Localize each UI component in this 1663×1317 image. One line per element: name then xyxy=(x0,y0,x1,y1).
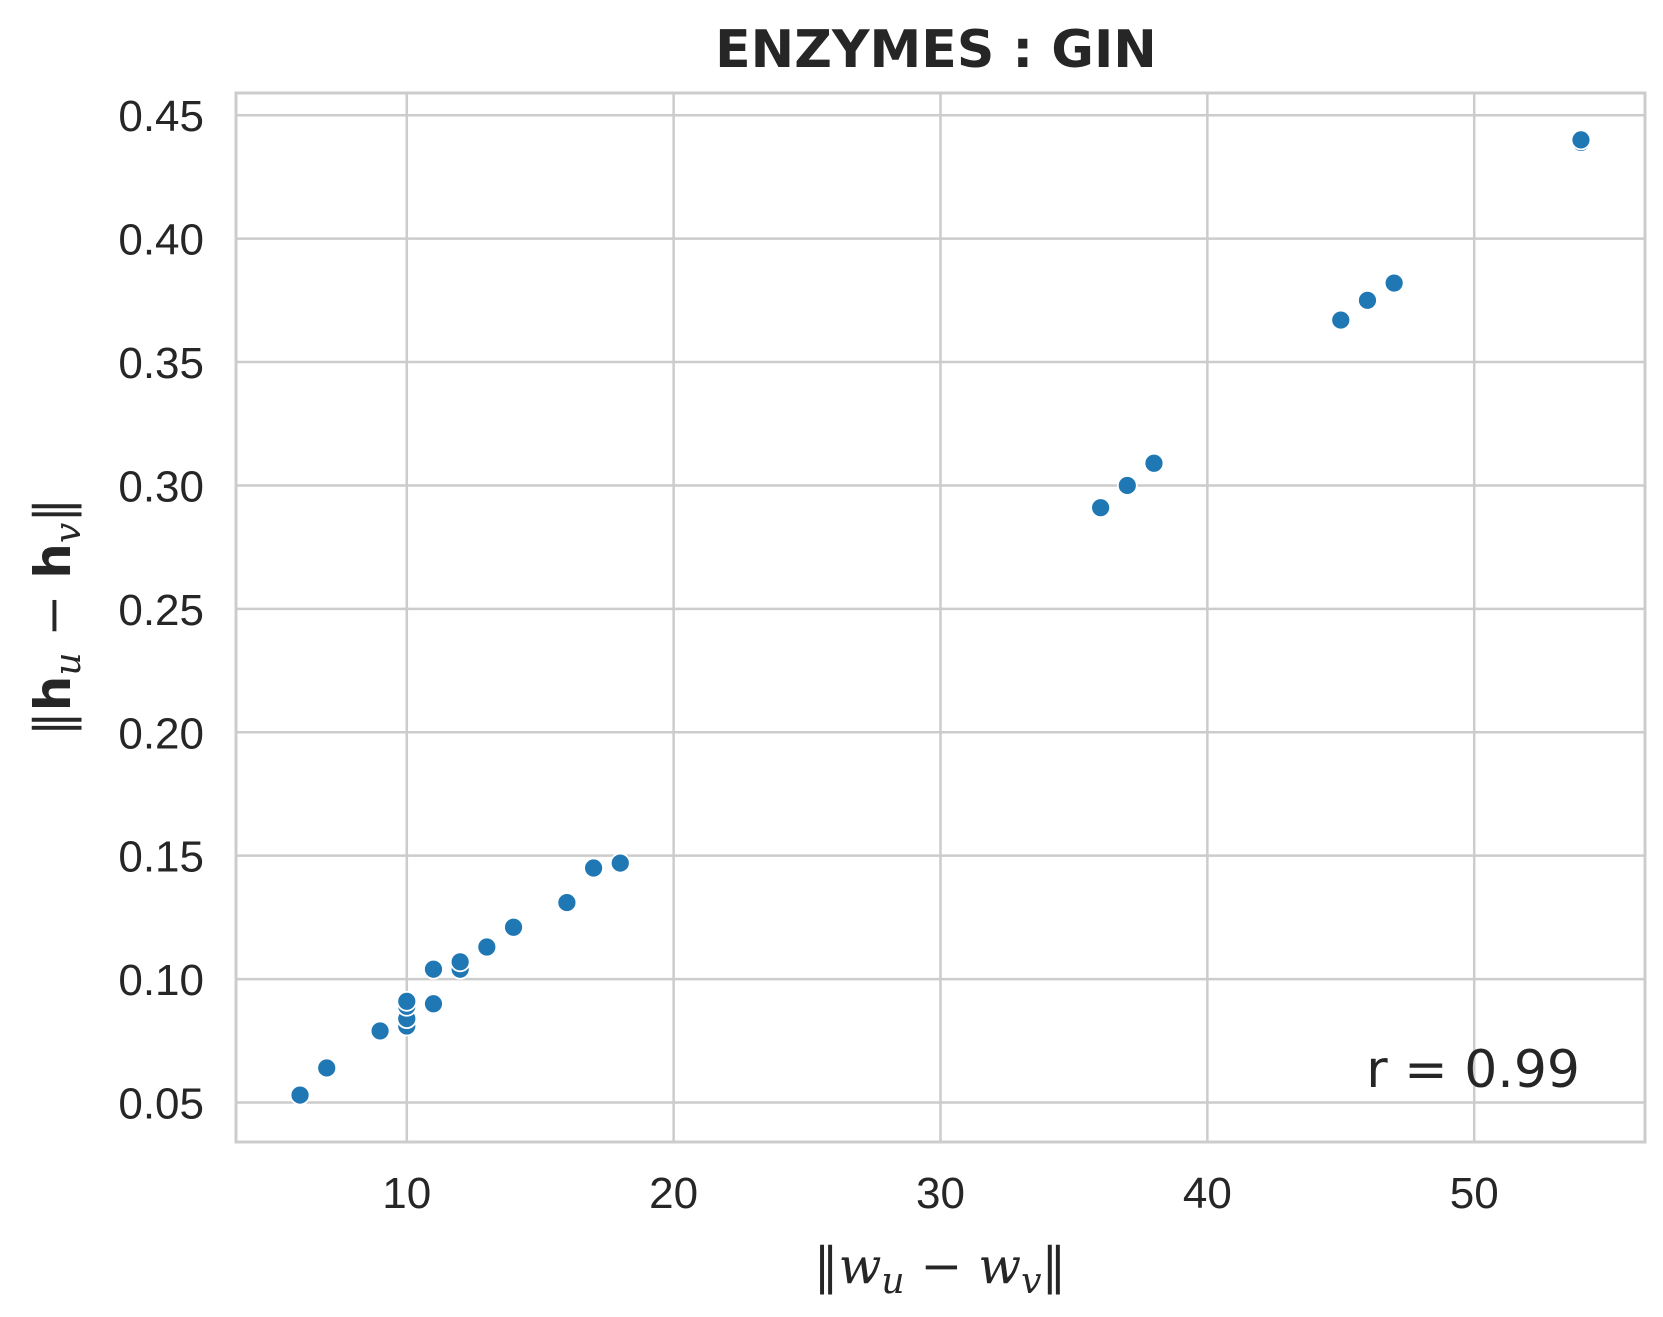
data-points xyxy=(289,129,1592,1106)
y-tick-label: 0.15 xyxy=(118,833,204,882)
data-point xyxy=(1570,129,1592,151)
x-axis-label: ‖wu − wv‖ xyxy=(814,1237,1067,1302)
chart-title: ENZYMES : GIN xyxy=(715,20,1157,80)
tick-labels: 10 20 30 40 50 0.05 0.10 0.15 0.20 0.25 0.30 0.35 0.… xyxy=(118,92,1498,1218)
plot-frame xyxy=(234,91,1647,1144)
data-point xyxy=(316,1057,338,1079)
data-point xyxy=(1143,452,1165,474)
data-point xyxy=(476,936,498,958)
x-tick-label: 30 xyxy=(916,1169,965,1218)
x-tick-label: 40 xyxy=(1183,1169,1232,1218)
data-point xyxy=(423,993,444,1015)
grid-lines xyxy=(236,93,1645,1142)
y-axis-label: ‖hu − hv‖ xyxy=(24,498,89,736)
data-point xyxy=(369,1020,391,1042)
correlation-annotation: r = 0.99 xyxy=(1366,1040,1580,1100)
data-point xyxy=(1357,289,1378,311)
data-point xyxy=(583,857,604,879)
data-point xyxy=(289,1084,311,1106)
y-tick-label: 0.30 xyxy=(118,462,204,511)
data-point xyxy=(556,892,578,913)
data-point xyxy=(503,916,524,938)
y-tick-label: 0.10 xyxy=(118,956,204,1005)
y-tick-label: 0.35 xyxy=(118,339,204,388)
data-point xyxy=(1090,497,1112,519)
x-tick-label: 10 xyxy=(382,1169,431,1218)
y-tick-label: 0.45 xyxy=(118,92,204,141)
data-point xyxy=(1330,309,1352,331)
y-tick-label: 0.05 xyxy=(118,1080,204,1129)
data-point xyxy=(449,951,471,973)
y-tick-label: 0.25 xyxy=(118,586,204,635)
x-tick-label: 20 xyxy=(649,1169,698,1218)
y-tick-label: 0.20 xyxy=(118,709,204,758)
data-point xyxy=(396,990,418,1012)
data-point xyxy=(1116,475,1138,496)
data-point xyxy=(423,958,444,980)
data-point xyxy=(609,852,631,874)
x-tick-label: 50 xyxy=(1450,1169,1499,1218)
data-point xyxy=(1383,272,1405,294)
y-tick-label: 0.40 xyxy=(118,216,204,265)
